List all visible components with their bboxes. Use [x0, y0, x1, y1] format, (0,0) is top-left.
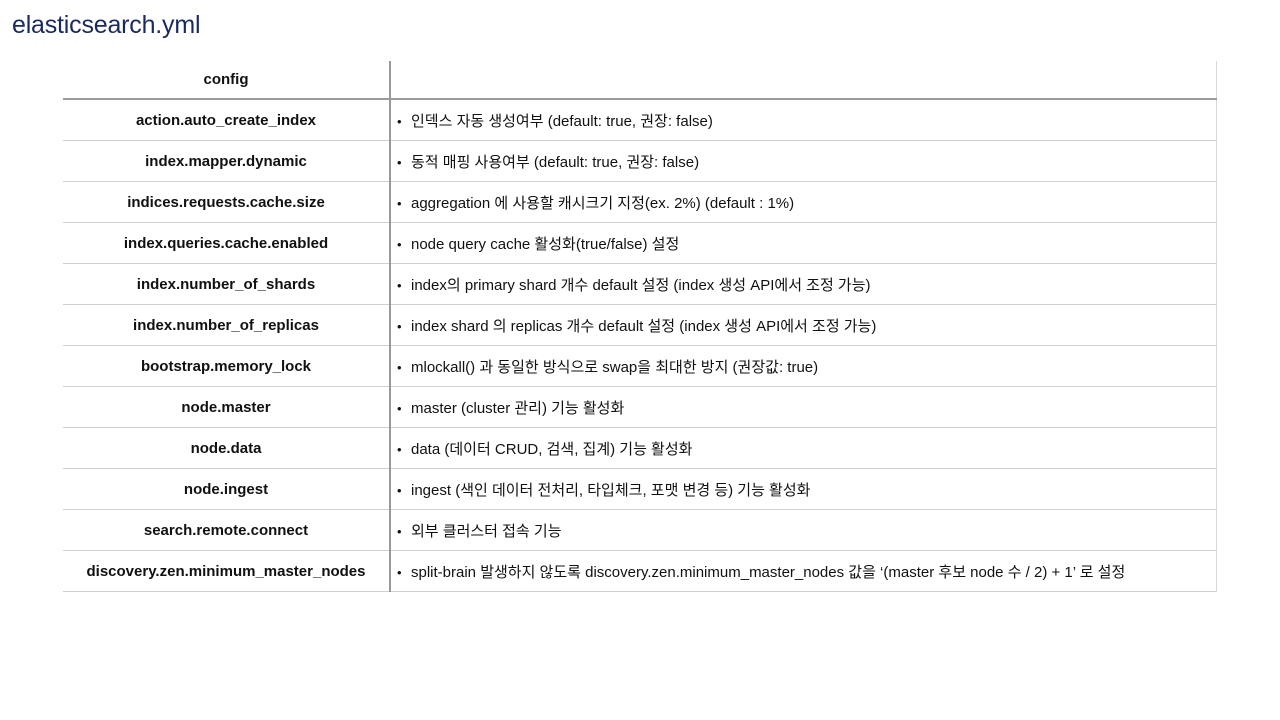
config-key: discovery.zen.minimum_master_nodes	[63, 550, 391, 592]
config-key: node.master	[63, 386, 391, 428]
bullet-icon: •	[397, 236, 402, 252]
table-header-row: config	[63, 61, 1217, 100]
bullet-icon: •	[397, 564, 402, 580]
bullet-icon: •	[397, 277, 402, 293]
config-key: index.number_of_replicas	[63, 304, 391, 346]
table-row: index.queries.cache.enabled • node query …	[63, 222, 1217, 264]
config-key: node.data	[63, 427, 391, 469]
description-text: data (데이터 CRUD, 검색, 집계) 기능 활성화	[411, 440, 693, 458]
bullet-icon: •	[397, 400, 402, 416]
config-key: search.remote.connect	[63, 509, 391, 551]
config-description: • 동적 매핑 사용여부 (default: true, 권장: false)	[390, 140, 1217, 182]
bullet-icon: •	[397, 318, 402, 334]
config-key: index.number_of_shards	[63, 263, 391, 305]
bullet-icon: •	[397, 154, 402, 170]
config-description: • ingest (색인 데이터 전처리, 타입체크, 포맷 변경 등) 기능 활…	[390, 468, 1217, 510]
table-row: index.number_of_replicas • index shard 의 …	[63, 304, 1217, 346]
table-row: bootstrap.memory_lock • mlockall() 과 동일한 …	[63, 345, 1217, 387]
bullet-icon: •	[397, 195, 402, 211]
table-row: node.data • data (데이터 CRUD, 검색, 집계) 기능 활성…	[63, 427, 1217, 469]
description-text: node query cache 활성화(true/false) 설정	[411, 235, 680, 253]
config-key: action.auto_create_index	[63, 99, 391, 141]
config-description: • data (데이터 CRUD, 검색, 집계) 기능 활성화	[390, 427, 1217, 469]
column-header-description	[390, 61, 1217, 100]
description-text: index shard 의 replicas 개수 default 설정 (in…	[411, 317, 877, 335]
config-description: • index shard 의 replicas 개수 default 설정 (i…	[390, 304, 1217, 346]
config-description: • index의 primary shard 개수 default 설정 (ind…	[390, 263, 1217, 305]
column-header-config: config	[63, 61, 391, 100]
table-row: search.remote.connect • 외부 클러스터 접속 기능	[63, 509, 1217, 551]
page-title: elasticsearch.yml	[12, 11, 201, 39]
bullet-icon: •	[397, 441, 402, 457]
table-row: index.number_of_shards • index의 primary s…	[63, 263, 1217, 305]
config-description: • 인덱스 자동 생성여부 (default: true, 권장: false)	[390, 99, 1217, 141]
config-key: bootstrap.memory_lock	[63, 345, 391, 387]
bullet-icon: •	[397, 359, 402, 375]
table-row: discovery.zen.minimum_master_nodes • spli…	[63, 550, 1217, 592]
config-description: • 외부 클러스터 접속 기능	[390, 509, 1217, 551]
description-text: 인덱스 자동 생성여부 (default: true, 권장: false)	[411, 112, 713, 130]
bullet-icon: •	[397, 482, 402, 498]
table-row: node.master • master (cluster 관리) 기능 활성화	[63, 386, 1217, 428]
description-text: 외부 클러스터 접속 기능	[411, 522, 562, 540]
table-row: indices.requests.cache.size • aggregation…	[63, 181, 1217, 223]
config-table: config action.auto_create_index • 인덱스 자동 …	[63, 61, 1217, 592]
config-key: index.queries.cache.enabled	[63, 222, 391, 264]
bullet-icon: •	[397, 113, 402, 129]
description-text: aggregation 에 사용할 캐시크기 지정(ex. 2%) (defau…	[411, 194, 795, 212]
config-description: • aggregation 에 사용할 캐시크기 지정(ex. 2%) (defa…	[390, 181, 1217, 223]
description-text: master (cluster 관리) 기능 활성화	[411, 399, 625, 417]
table-row: action.auto_create_index • 인덱스 자동 생성여부 (d…	[63, 99, 1217, 141]
config-key: indices.requests.cache.size	[63, 181, 391, 223]
config-key: index.mapper.dynamic	[63, 140, 391, 182]
description-text: split-brain 발생하지 않도록 discovery.zen.minim…	[411, 563, 1126, 581]
config-description: • node query cache 활성화(true/false) 설정	[390, 222, 1217, 264]
config-description: • split-brain 발생하지 않도록 discovery.zen.mini…	[390, 550, 1217, 592]
description-text: ingest (색인 데이터 전처리, 타입체크, 포맷 변경 등) 기능 활성…	[411, 481, 811, 499]
table-row: node.ingest • ingest (색인 데이터 전처리, 타입체크, 포…	[63, 468, 1217, 510]
description-text: 동적 매핑 사용여부 (default: true, 권장: false)	[411, 153, 700, 171]
bullet-icon: •	[397, 523, 402, 539]
config-description: • master (cluster 관리) 기능 활성화	[390, 386, 1217, 428]
description-text: index의 primary shard 개수 default 설정 (inde…	[411, 276, 871, 294]
description-text: mlockall() 과 동일한 방식으로 swap을 최대한 방지 (권장값:…	[411, 358, 819, 376]
config-description: • mlockall() 과 동일한 방식으로 swap을 최대한 방지 (권장값…	[390, 345, 1217, 387]
table-row: index.mapper.dynamic • 동적 매핑 사용여부 (defaul…	[63, 140, 1217, 182]
config-key: node.ingest	[63, 468, 391, 510]
